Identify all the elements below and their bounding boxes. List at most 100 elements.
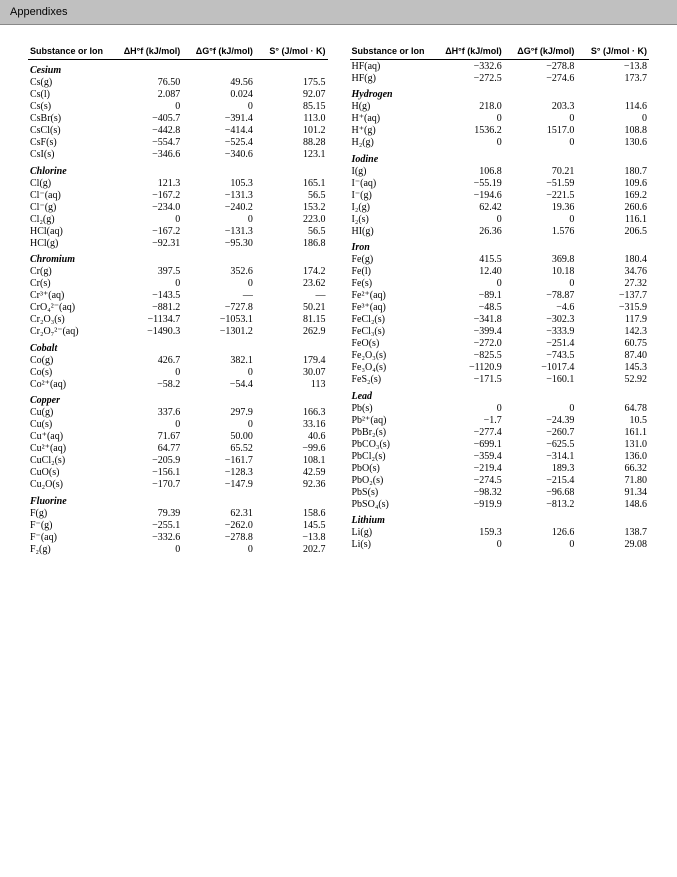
value-cell: −278.8 — [504, 60, 577, 73]
value-cell: 2.087 — [110, 89, 183, 101]
value-cell: 19.36 — [504, 201, 577, 213]
table-row: Li(g)159.3126.6138.7 — [350, 527, 650, 539]
value-cell: −205.9 — [110, 455, 183, 467]
value-cell: 49.56 — [182, 77, 255, 89]
value-cell: 56.5 — [255, 189, 328, 201]
value-cell: 113.0 — [255, 113, 328, 125]
value-cell: −251.4 — [504, 338, 577, 350]
substance-cell: Cs(l) — [28, 89, 110, 101]
substance-cell: CuO(s) — [28, 467, 110, 479]
value-cell: −95.30 — [182, 237, 255, 249]
substance-cell: F(g) — [28, 507, 110, 519]
value-cell: 109.6 — [576, 177, 649, 189]
substance-cell: Cu⁺(aq) — [28, 431, 110, 443]
value-cell: 142.3 — [576, 326, 649, 338]
value-cell: 40.6 — [255, 431, 328, 443]
value-cell: −314.1 — [504, 450, 577, 462]
value-cell: −51.59 — [504, 177, 577, 189]
substance-cell: CsF(s) — [28, 137, 110, 149]
value-cell: −128.3 — [182, 467, 255, 479]
value-cell: 174.2 — [255, 266, 328, 278]
value-cell: 136.0 — [576, 450, 649, 462]
substance-cell: H⁺(aq) — [350, 113, 432, 125]
value-cell: −92.31 — [110, 237, 183, 249]
value-cell: −399.4 — [431, 326, 504, 338]
table-row: Cr₂O₇²⁻(aq)−1490.3−1301.2262.9 — [28, 326, 328, 338]
substance-cell: H⁺(g) — [350, 125, 432, 137]
value-cell: 161.1 — [576, 426, 649, 438]
table-row: PbO(s)−219.4189.366.32 — [350, 462, 650, 474]
substance-cell: Li(s) — [350, 539, 432, 551]
value-cell: −1120.9 — [431, 362, 504, 374]
value-cell: −274.6 — [504, 72, 577, 84]
value-cell: 33.16 — [255, 419, 328, 431]
value-cell: 0 — [431, 213, 504, 225]
value-cell: 62.31 — [182, 507, 255, 519]
page-header: Appendixes — [0, 0, 677, 25]
value-cell: 71.80 — [576, 474, 649, 486]
value-cell: 81.15 — [255, 314, 328, 326]
substance-cell: Cl(g) — [28, 177, 110, 189]
value-cell: 76.50 — [110, 77, 183, 89]
substance-cell: HF(g) — [350, 72, 432, 84]
table-row: FeCl₂(s)−341.8−302.3117.9 — [350, 314, 650, 326]
table-row: CrO₄²⁻(aq)−881.2−727.850.21 — [28, 302, 328, 314]
substance-cell: I⁻(g) — [350, 189, 432, 201]
value-cell: 426.7 — [110, 354, 183, 366]
col-dhf: ΔH°f (kJ/mol) — [110, 43, 183, 60]
col-s: S° (J/mol · K) — [255, 43, 328, 60]
table-row: Cu(s)0033.16 — [28, 419, 328, 431]
table-row: CuCl₂(s)−205.9−161.7108.1 — [28, 455, 328, 467]
value-cell: −98.32 — [431, 486, 504, 498]
value-cell: 179.4 — [255, 354, 328, 366]
table-row: CsF(s)−554.7−525.488.28 — [28, 137, 328, 149]
table-row: I⁻(aq)−55.19−51.59109.6 — [350, 177, 650, 189]
value-cell: 30.07 — [255, 366, 328, 378]
col-s: S° (J/mol · K) — [576, 43, 649, 60]
value-cell: −55.19 — [431, 177, 504, 189]
value-cell: −262.0 — [182, 519, 255, 531]
value-cell: 65.52 — [182, 443, 255, 455]
value-cell: 223.0 — [255, 213, 328, 225]
table-row: Co(g)426.7382.1179.4 — [28, 354, 328, 366]
substance-cell: Cr³⁺(aq) — [28, 290, 110, 302]
table-row: Cu⁺(aq)71.6750.0040.6 — [28, 431, 328, 443]
substance-cell: Cr(g) — [28, 266, 110, 278]
value-cell: 1536.2 — [431, 125, 504, 137]
value-cell: 0 — [504, 113, 577, 125]
value-cell: −1017.4 — [504, 362, 577, 374]
substance-cell: PbS(s) — [350, 486, 432, 498]
table-row: I⁻(g)−194.6−221.5169.2 — [350, 189, 650, 201]
value-cell: 0 — [431, 137, 504, 149]
col-substance: Substance or Ion — [28, 43, 110, 60]
value-cell: −1490.3 — [110, 326, 183, 338]
table-row: F⁻(aq)−332.6−278.8−13.8 — [28, 531, 328, 543]
table-body-right: HF(aq)−332.6−278.8−13.8HF(g)−272.5−274.6… — [350, 60, 650, 551]
table-row: H(g)218.0203.3114.6 — [350, 101, 650, 113]
thermo-table-left: Substance or Ion ΔH°f (kJ/mol) ΔG°f (kJ/… — [28, 43, 328, 555]
value-cell: 0 — [182, 543, 255, 555]
table-row: Fe(g)415.5369.8180.4 — [350, 254, 650, 266]
value-cell: −156.1 — [110, 467, 183, 479]
substance-cell: Li(g) — [350, 527, 432, 539]
value-cell: −341.8 — [431, 314, 504, 326]
table-row: Cu²⁺(aq)64.7765.52−99.6 — [28, 443, 328, 455]
value-cell: 87.40 — [576, 350, 649, 362]
substance-cell: Fe²⁺(aq) — [350, 290, 432, 302]
value-cell: 0 — [110, 543, 183, 555]
value-cell: 130.6 — [576, 137, 649, 149]
table-row: FeS₂(s)−171.5−160.152.92 — [350, 374, 650, 386]
value-cell: −4.6 — [504, 302, 577, 314]
table-row: CsI(s)−346.6−340.6123.1 — [28, 149, 328, 161]
category-label: Cesium — [28, 60, 328, 77]
substance-cell: HCl(aq) — [28, 225, 110, 237]
table-row: PbS(s)−98.32−96.6891.34 — [350, 486, 650, 498]
category-row: Cobalt — [28, 338, 328, 355]
category-label: Hydrogen — [350, 84, 650, 101]
table-row: PbO₂(s)−274.5−215.471.80 — [350, 474, 650, 486]
category-row: Chromium — [28, 249, 328, 266]
value-cell: 108.8 — [576, 125, 649, 137]
substance-cell: PbBr₂(s) — [350, 426, 432, 438]
substance-cell: Cs(g) — [28, 77, 110, 89]
table-row: CuO(s)−156.1−128.342.59 — [28, 467, 328, 479]
